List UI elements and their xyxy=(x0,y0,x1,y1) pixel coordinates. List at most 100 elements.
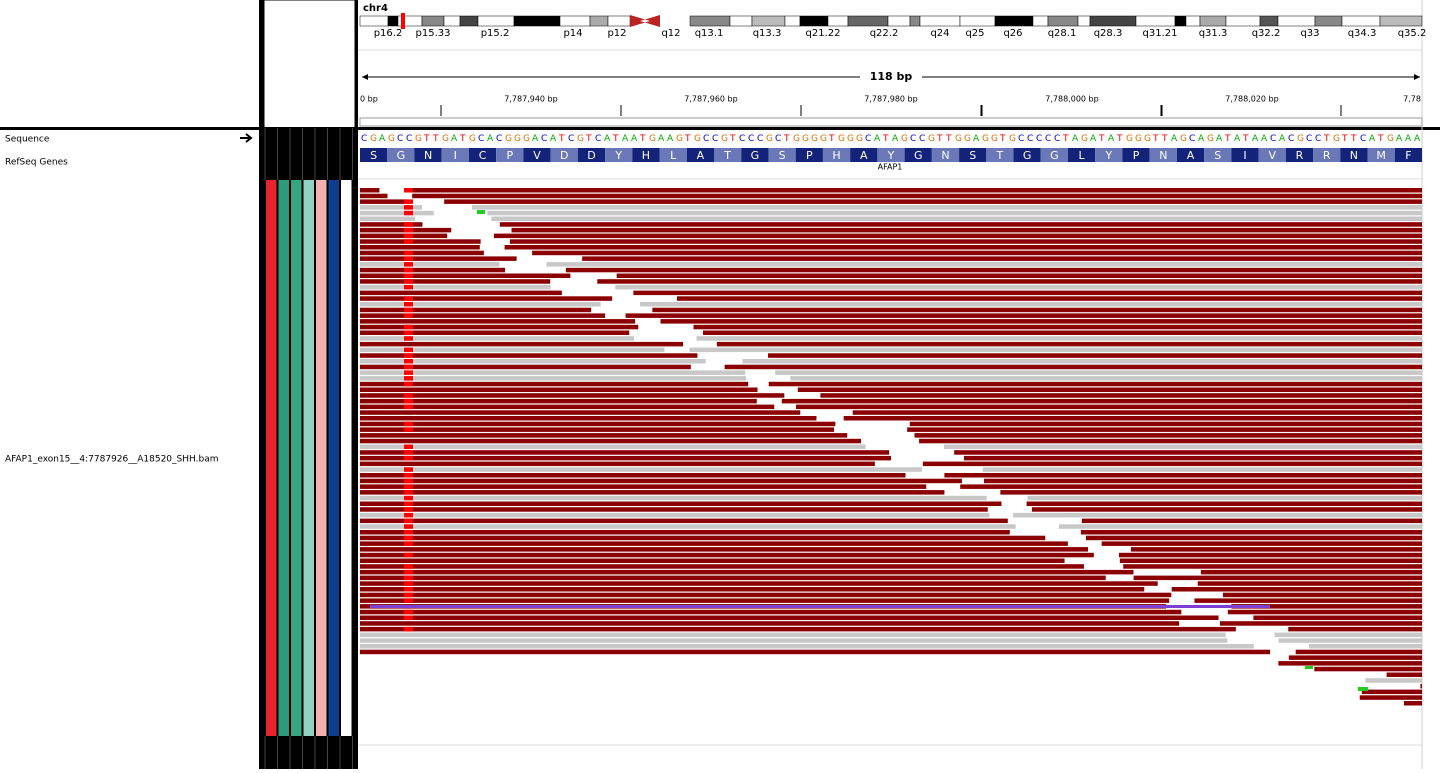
amino-acid: T xyxy=(723,149,731,162)
read xyxy=(360,398,757,404)
attribute-header xyxy=(263,0,356,129)
band-label: q21.22 xyxy=(806,28,841,39)
mismatch xyxy=(404,222,413,227)
amino-acid-cell xyxy=(605,148,633,162)
read xyxy=(1274,632,1422,638)
cyto-band xyxy=(607,15,631,27)
amino-acid: P xyxy=(806,149,813,162)
attribute xyxy=(316,180,327,736)
read xyxy=(360,575,1106,581)
read xyxy=(693,324,1422,330)
read xyxy=(1171,587,1422,592)
band-label: p16.2 xyxy=(374,28,403,39)
amino-acid: V xyxy=(533,149,541,162)
read xyxy=(1027,495,1422,501)
read xyxy=(360,262,500,267)
amino-acid-cell xyxy=(659,148,687,162)
read xyxy=(360,535,1046,541)
amino-acid: R xyxy=(1323,149,1331,162)
read xyxy=(360,490,945,495)
read xyxy=(1130,547,1422,552)
read xyxy=(1101,541,1422,546)
read-highlight xyxy=(370,605,1270,608)
mismatch xyxy=(404,284,413,290)
read xyxy=(703,330,1422,335)
read xyxy=(471,205,1422,210)
read xyxy=(360,279,551,284)
read xyxy=(360,376,747,381)
amino-acid: N xyxy=(1350,149,1358,162)
band-label: q31.21 xyxy=(1143,28,1178,39)
divider xyxy=(259,0,264,769)
cyto-band xyxy=(421,15,445,27)
read xyxy=(360,444,866,449)
mismatch xyxy=(404,421,413,427)
amino-acid-cell xyxy=(468,148,497,162)
read xyxy=(360,233,448,239)
cyto-band xyxy=(919,15,961,27)
amino-acid-cell xyxy=(822,148,851,162)
mismatch xyxy=(404,353,413,358)
strand-arrow[interactable] xyxy=(240,133,253,143)
cyto-band xyxy=(443,15,461,27)
read xyxy=(1219,621,1422,626)
ruler-label: 7,788,020 bp xyxy=(1225,95,1278,104)
mismatch xyxy=(404,524,413,529)
cyto-band xyxy=(1199,15,1227,27)
amino-acid-cell xyxy=(1013,148,1041,162)
read xyxy=(1026,501,1422,506)
read xyxy=(724,364,1422,370)
amino-acid: H xyxy=(642,149,650,162)
mismatch xyxy=(404,564,413,569)
mismatch xyxy=(404,296,413,301)
cyto-band xyxy=(751,15,786,27)
amino-acid-cell xyxy=(1313,148,1341,162)
ruler-label: 7,787,940 bp xyxy=(504,95,557,104)
read xyxy=(640,302,1422,307)
read xyxy=(1118,552,1422,558)
read xyxy=(843,416,1422,421)
mismatch xyxy=(404,227,413,233)
read xyxy=(511,227,1422,233)
attribute xyxy=(341,180,352,736)
read xyxy=(360,581,1158,586)
read xyxy=(360,564,1084,569)
cyto-band xyxy=(1077,15,1091,27)
track-name: Sequence xyxy=(5,135,50,145)
read xyxy=(360,433,848,438)
mismatch xyxy=(1305,666,1313,669)
band-label: q13.1 xyxy=(695,28,724,39)
amino-acid: D xyxy=(587,149,595,162)
amino-acid-cell xyxy=(959,148,987,162)
amino-acid-cell xyxy=(632,148,660,162)
mismatch xyxy=(404,450,413,455)
amino-acid-cell xyxy=(1149,148,1177,162)
attribute xyxy=(266,180,277,736)
read xyxy=(504,245,1422,250)
cyto-band xyxy=(1259,15,1279,27)
amino-acid: A xyxy=(860,149,868,162)
amino-acid: G xyxy=(751,149,760,162)
read xyxy=(360,495,987,501)
read xyxy=(982,467,1422,472)
cyto-band xyxy=(1341,15,1381,27)
amino-acid: S xyxy=(370,149,377,162)
read xyxy=(360,222,423,227)
read xyxy=(1119,558,1422,563)
mismatch xyxy=(404,552,413,558)
read xyxy=(597,279,1422,284)
amino-acid-cell xyxy=(904,148,932,162)
amino-acid-cell xyxy=(1095,148,1123,162)
mismatch xyxy=(404,592,413,598)
mismatch xyxy=(404,313,413,318)
amino-acid: N xyxy=(424,149,432,162)
read xyxy=(360,421,836,427)
read xyxy=(360,524,1016,529)
attribute xyxy=(278,180,289,736)
read xyxy=(360,387,758,392)
read xyxy=(360,467,923,472)
read xyxy=(615,284,1422,290)
read xyxy=(360,319,636,324)
read xyxy=(919,438,1422,444)
read xyxy=(660,319,1422,324)
